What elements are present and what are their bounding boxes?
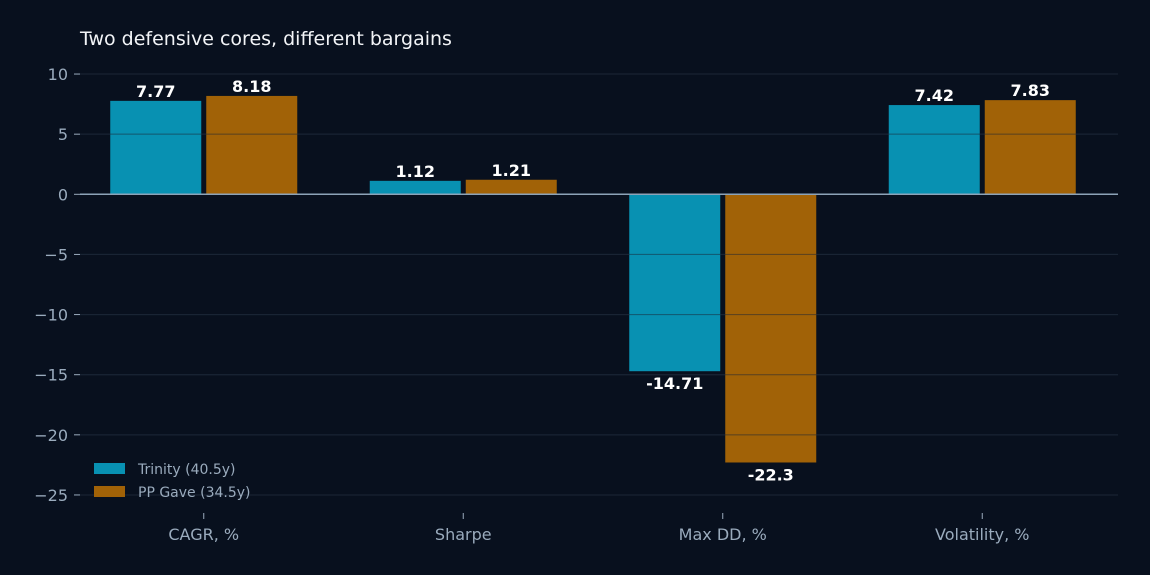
data-label: 1.12 [396,162,435,181]
bar [110,100,202,195]
y-tick-label: −20 [34,426,68,445]
bar [206,95,298,195]
legend-swatch [94,486,125,497]
data-label: -22.3 [748,465,794,484]
x-tick-label: Sharpe [435,525,492,544]
legend-swatch [94,463,125,474]
x-tick-label: CAGR, % [168,525,239,544]
data-label: 1.21 [492,161,531,180]
bar [369,180,461,195]
y-tick-label: −10 [34,306,68,325]
y-tick-label: −25 [34,486,68,505]
x-tick-label: Max DD, % [679,525,767,544]
data-label: -14.71 [646,374,703,393]
bar [465,179,557,195]
y-tick-label: 10 [48,65,68,84]
chart-title: Two defensive cores, different bargains [80,28,452,50]
bar [888,105,980,195]
bar [725,194,817,463]
data-label: 7.42 [915,86,954,105]
data-label: 8.18 [232,77,271,96]
y-tick-label: 0 [58,185,68,204]
y-tick-label: −15 [34,366,68,385]
data-label: 7.77 [136,82,175,101]
y-tick-label: 5 [58,125,68,144]
x-tick-label: Volatility, % [935,525,1029,544]
data-label: 7.83 [1011,81,1050,100]
bar [984,100,1076,195]
legend-label: Trinity (40.5y) [137,462,236,478]
legend-label: PP Gave (34.5y) [138,485,251,501]
y-tick-label: −5 [44,245,68,264]
bar [629,194,721,372]
